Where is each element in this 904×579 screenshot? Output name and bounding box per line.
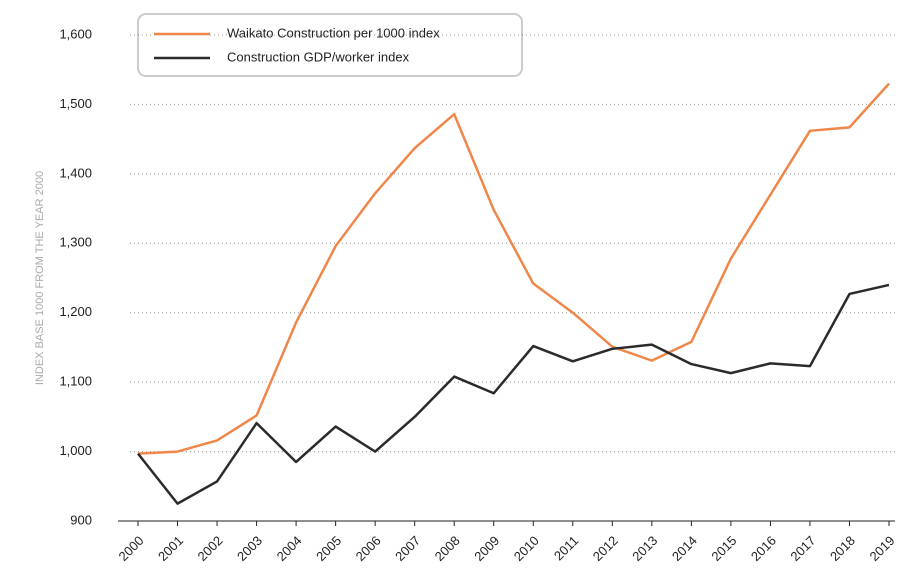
series-line <box>137 82 890 455</box>
x-tick-label: 2007 <box>392 533 423 564</box>
x-tick-label: 2015 <box>708 533 739 564</box>
y-tick-label: 1,500 <box>59 96 92 111</box>
x-tick-label: 2012 <box>590 533 621 564</box>
y-tick-label: 1,600 <box>59 26 92 41</box>
y-tick-label: 1,200 <box>59 304 92 319</box>
y-tick-label: 1,400 <box>59 165 92 180</box>
x-tick-label: 2002 <box>195 533 226 564</box>
x-tick-label: 2017 <box>787 533 818 564</box>
y-tick-label: 1,000 <box>59 443 92 458</box>
y-axis-label: INDEX BASE 1000 FROM THE YEAR 2000 <box>34 171 46 385</box>
x-tick-label: 2013 <box>629 533 660 564</box>
x-tick-label: 2009 <box>471 533 502 564</box>
x-tick-label: 2016 <box>748 533 779 564</box>
x-tick-label: 2019 <box>866 533 897 564</box>
x-tick-label: 2000 <box>115 533 146 564</box>
y-tick-label: 1,100 <box>59 374 92 389</box>
x-tick-label: 2003 <box>234 533 265 564</box>
x-tick-label: 2004 <box>274 533 305 564</box>
x-tick-label: 2001 <box>155 533 186 564</box>
series-line <box>137 283 890 505</box>
x-tick-label: 2006 <box>353 533 384 564</box>
x-tick-label: 2005 <box>313 533 344 564</box>
legend-label: Construction GDP/worker index <box>227 49 410 64</box>
x-tick-label: 2011 <box>551 533 581 563</box>
x-tick-label: 2008 <box>432 533 463 564</box>
y-tick-label: 1,300 <box>59 235 92 250</box>
x-tick-label: 2018 <box>827 533 858 564</box>
x-tick-label: 2010 <box>511 533 542 564</box>
x-tick-label: 2014 <box>669 533 700 564</box>
y-tick-label: 900 <box>70 512 92 527</box>
legend-label: Waikato Construction per 1000 index <box>227 25 440 40</box>
legend-box <box>137 13 523 77</box>
